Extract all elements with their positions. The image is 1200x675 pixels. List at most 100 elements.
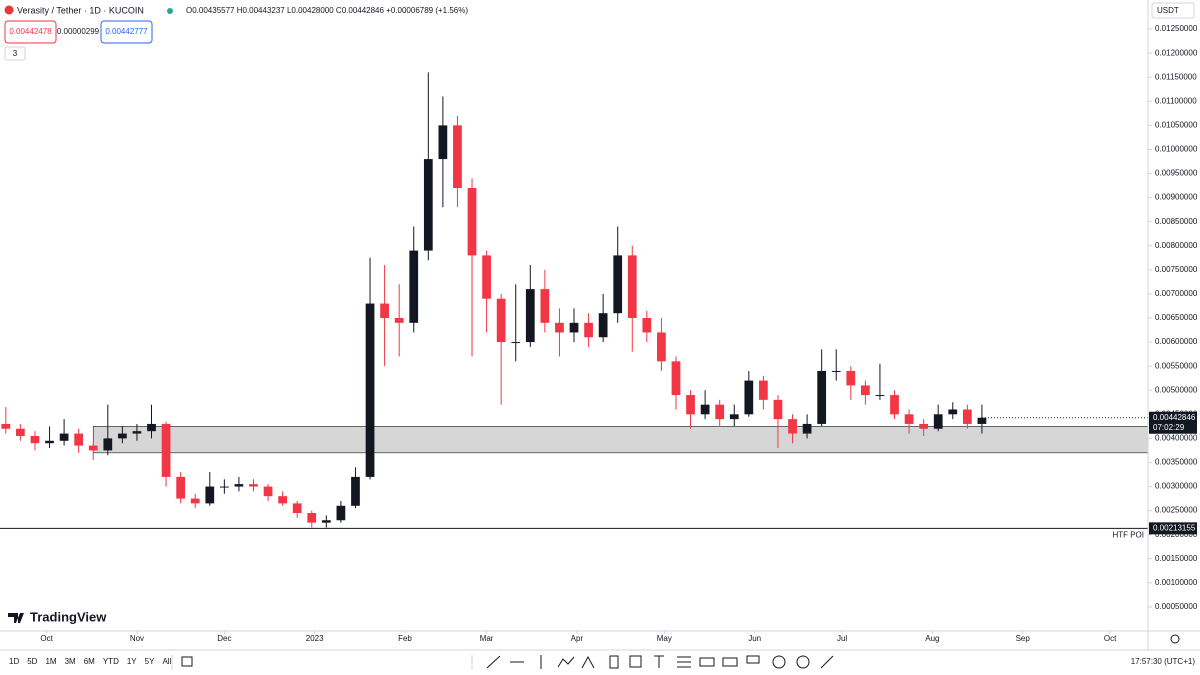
spread: 0.00000299 [57, 27, 100, 36]
candle-body [263, 486, 273, 497]
symbol-title[interactable]: Verasity / Tether · 1D · KUCOIN [17, 5, 144, 15]
settings-icon[interactable] [1170, 634, 1180, 644]
y-tick-label: 0.00550000 [1155, 361, 1198, 370]
y-tick-label: 0.00900000 [1155, 193, 1198, 202]
candle-body [45, 440, 54, 444]
candle-body [569, 322, 579, 333]
currency-button[interactable] [1151, 2, 1195, 19]
candle-body [890, 395, 899, 415]
date-range-icon[interactable] [181, 656, 193, 667]
candle-body [467, 187, 477, 256]
candle-body [219, 486, 229, 488]
y-tick-label: 0.00350000 [1155, 458, 1198, 467]
x-tick-label: Jul [837, 634, 847, 643]
x-tick-label: Mar [480, 634, 494, 643]
tool-long[interactable] [699, 657, 715, 667]
candle-body [788, 419, 797, 434]
candle-body [904, 414, 914, 424]
drawing-toolbar [471, 655, 834, 670]
candle-body [919, 423, 929, 429]
candle-body [118, 433, 127, 439]
range-button[interactable]: 6M [84, 657, 95, 666]
status-dot [167, 8, 173, 14]
symbol-icon [4, 5, 14, 15]
candle-body [861, 385, 870, 396]
tool-ellipse[interactable] [796, 655, 810, 669]
range-button[interactable]: 1Y [127, 657, 137, 666]
candle-body [482, 255, 491, 299]
candle-body [190, 498, 200, 504]
last-price-tag [1149, 411, 1197, 434]
indicators-toggle[interactable] [4, 46, 26, 61]
range-button[interactable]: 1D [9, 657, 19, 666]
candle-body [380, 303, 389, 318]
y-tick-label: 0.00050000 [1155, 602, 1198, 611]
tool-trendline[interactable] [486, 655, 501, 669]
candle-body [423, 159, 433, 251]
candle-body [715, 404, 725, 420]
x-tick-label: Sep [1016, 634, 1031, 643]
y-tick-label: 0.01200000 [1155, 48, 1198, 57]
y-tick-label: 0.00600000 [1155, 337, 1198, 346]
candle-body [671, 361, 681, 396]
level-price: 0.00213155 [1153, 523, 1196, 532]
range-button[interactable]: 5D [27, 657, 37, 666]
candle-body [103, 438, 113, 451]
countdown: 07:02:29 [1153, 423, 1185, 432]
candle-body [249, 484, 258, 487]
tool-circle[interactable] [772, 655, 786, 669]
range-button[interactable]: 3M [65, 657, 76, 666]
candle-body [365, 303, 375, 477]
last-price: 0.00442846 [1153, 413, 1196, 422]
y-tick-label: 0.00500000 [1155, 385, 1198, 394]
range-button[interactable]: YTD [103, 657, 119, 666]
x-tick-label: Apr [571, 634, 584, 643]
sell-button[interactable] [4, 20, 57, 44]
candle-body [307, 513, 317, 523]
tool-fib[interactable] [581, 655, 595, 669]
y-tick-label: 0.00650000 [1155, 313, 1198, 322]
candle-body [598, 313, 608, 338]
candle-body [132, 431, 142, 434]
tool-short[interactable] [722, 657, 738, 667]
candle-body [540, 289, 550, 323]
candle-body [511, 342, 521, 344]
candle-body [161, 423, 171, 477]
y-tick-label: 0.00150000 [1155, 554, 1198, 563]
candle-body [394, 318, 404, 323]
range-button[interactable]: All [162, 657, 171, 666]
candle-body [59, 433, 69, 441]
y-tick-label: 0.00950000 [1155, 169, 1198, 178]
x-tick-label: Oct [40, 634, 53, 643]
x-tick-label: Oct [1104, 634, 1117, 643]
tool-rect[interactable] [609, 655, 619, 669]
candle-body [846, 370, 856, 386]
y-tick-label: 0.00700000 [1155, 289, 1198, 298]
candle-body [453, 125, 462, 188]
clock: 17:57:30 (UTC+1) [1131, 657, 1196, 666]
plot-area [0, 72, 1149, 529]
candle-body [351, 476, 360, 506]
candle-body [278, 496, 287, 504]
y-tick-label: 0.00400000 [1155, 433, 1198, 442]
tool-note[interactable] [746, 655, 760, 664]
tool-path[interactable] [557, 656, 575, 668]
tool-box[interactable] [629, 655, 642, 668]
buy-button[interactable] [100, 20, 153, 44]
range-button[interactable]: 5Y [145, 657, 155, 666]
tool-brush[interactable] [820, 655, 834, 669]
y-tick-label: 0.00850000 [1155, 217, 1198, 226]
y-tick-label: 0.01150000 [1155, 72, 1197, 81]
candle-body [831, 370, 841, 372]
x-tick-label: Dec [217, 634, 231, 643]
candle-body [525, 289, 535, 343]
range-button[interactable]: 1M [45, 657, 56, 666]
y-tick-label: 0.01100000 [1155, 96, 1197, 105]
level-label: HTF POI [1112, 530, 1144, 539]
candle-body [802, 423, 812, 434]
x-tick-label: Nov [130, 634, 144, 643]
indicators-count: 3 [13, 49, 18, 58]
x-tick-label: Aug [925, 634, 939, 643]
